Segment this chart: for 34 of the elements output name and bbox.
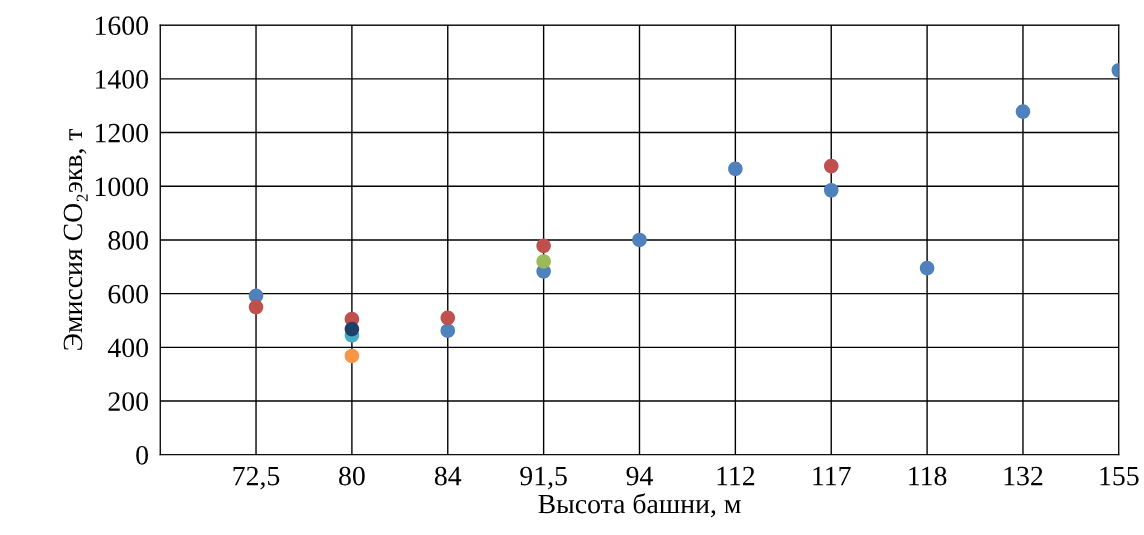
y-tick-label: 0	[136, 445, 148, 465]
y-tick-label: 1200	[95, 123, 148, 143]
x-axis-title: Высота башни, м	[538, 493, 741, 518]
point	[728, 161, 743, 177]
x-tick-label: 155	[1100, 466, 1139, 486]
y-tick-label: 1000	[95, 177, 148, 197]
point	[536, 238, 551, 254]
point	[344, 321, 360, 337]
y-tick-label: 400	[107, 338, 148, 358]
x-tick-label: 117	[813, 466, 851, 486]
point	[632, 232, 647, 248]
point	[344, 348, 360, 364]
x-tick-label: 72,5	[233, 466, 280, 490]
y-axis-title: Эмиссия CO₂экв, т	[63, 128, 88, 350]
point	[440, 323, 456, 338]
point	[919, 260, 935, 276]
x-tick-label: 80	[339, 466, 365, 486]
x-tick-label: 118	[909, 466, 947, 486]
x-tick-label: 91,5	[520, 466, 567, 490]
point	[248, 299, 264, 315]
y-tick-label: 200	[108, 392, 148, 411]
point	[536, 254, 551, 269]
x-tick-label: 94	[626, 466, 653, 486]
point	[440, 310, 456, 326]
x-tick-label: 132	[1004, 466, 1043, 486]
x-tick-label: 84	[434, 466, 462, 486]
point	[823, 158, 839, 174]
y-tick-label: 1400	[95, 70, 148, 89]
y-tick-label: 1600	[95, 16, 148, 36]
x-tick-label: 112	[717, 466, 755, 486]
y-tick-label: 600	[108, 284, 148, 304]
point	[1015, 104, 1031, 119]
point	[823, 182, 839, 198]
y-tick-label: 800	[108, 231, 148, 250]
